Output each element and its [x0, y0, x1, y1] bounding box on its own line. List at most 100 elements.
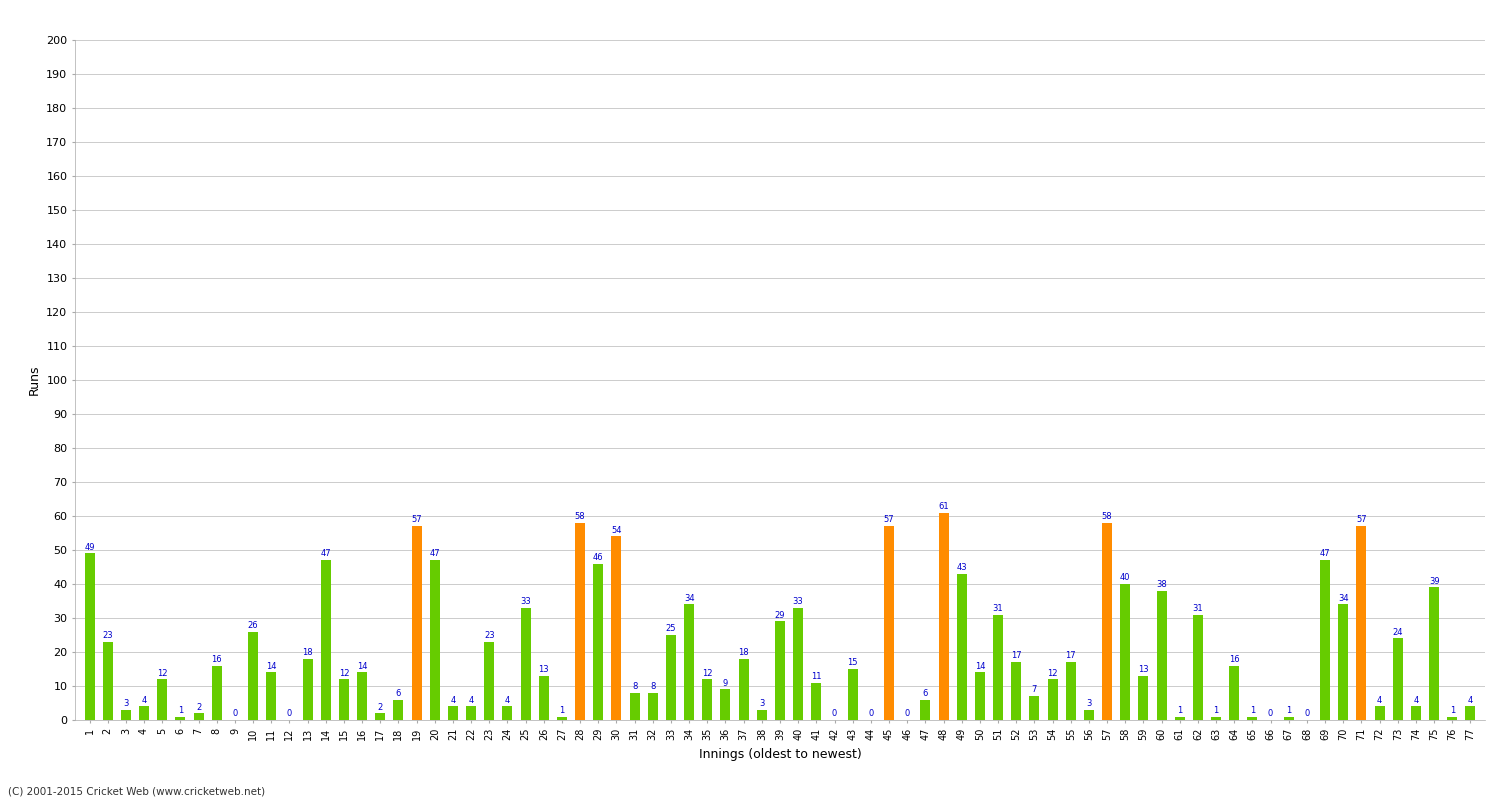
Bar: [393, 699, 404, 720]
Bar: [430, 560, 439, 720]
Bar: [1120, 584, 1130, 720]
Bar: [884, 526, 894, 720]
Bar: [1174, 717, 1185, 720]
Text: 1: 1: [1214, 706, 1218, 715]
Text: (C) 2001-2015 Cricket Web (www.cricketweb.net): (C) 2001-2015 Cricket Web (www.cricketwe…: [8, 786, 264, 796]
Bar: [1102, 523, 1112, 720]
Text: 13: 13: [1138, 665, 1149, 674]
Bar: [612, 536, 621, 720]
Bar: [158, 679, 166, 720]
Bar: [1374, 706, 1384, 720]
Text: 47: 47: [321, 550, 332, 558]
Bar: [321, 560, 330, 720]
Text: 24: 24: [1392, 628, 1402, 637]
Text: 33: 33: [794, 597, 804, 606]
Text: 18: 18: [738, 648, 748, 657]
Text: 8: 8: [650, 682, 656, 691]
Bar: [1156, 590, 1167, 720]
Bar: [776, 622, 784, 720]
Text: 54: 54: [610, 526, 621, 534]
Text: 1: 1: [560, 706, 564, 715]
Bar: [847, 669, 858, 720]
Bar: [1412, 706, 1420, 720]
Text: 46: 46: [592, 553, 603, 562]
Bar: [520, 608, 531, 720]
Text: 0: 0: [868, 710, 873, 718]
Bar: [211, 666, 222, 720]
Text: 13: 13: [538, 665, 549, 674]
Bar: [1065, 662, 1076, 720]
Text: 29: 29: [774, 610, 786, 620]
Text: 16: 16: [211, 655, 222, 664]
Text: 4: 4: [141, 696, 147, 705]
Bar: [357, 672, 368, 720]
Bar: [1084, 710, 1094, 720]
Text: 8: 8: [632, 682, 638, 691]
Bar: [812, 682, 822, 720]
Text: 12: 12: [1047, 669, 1058, 678]
Bar: [648, 693, 658, 720]
Bar: [84, 554, 94, 720]
Text: 1: 1: [1250, 706, 1256, 715]
Text: 4: 4: [1413, 696, 1419, 705]
Text: 23: 23: [102, 631, 112, 640]
Text: 0: 0: [1305, 710, 1310, 718]
Bar: [248, 632, 258, 720]
Bar: [794, 608, 802, 720]
Text: 0: 0: [232, 710, 237, 718]
Text: 14: 14: [266, 662, 276, 670]
Bar: [375, 714, 386, 720]
Text: 34: 34: [684, 594, 694, 602]
Text: 17: 17: [1065, 651, 1076, 661]
Text: 4: 4: [506, 696, 510, 705]
Text: 43: 43: [957, 563, 968, 572]
Text: 3: 3: [123, 699, 129, 708]
Bar: [176, 717, 186, 720]
Bar: [339, 679, 350, 720]
Text: 23: 23: [484, 631, 495, 640]
Bar: [702, 679, 712, 720]
Text: 47: 47: [429, 550, 439, 558]
Text: 3: 3: [1086, 699, 1092, 708]
Bar: [1356, 526, 1366, 720]
Text: 0: 0: [904, 710, 910, 718]
Text: 57: 57: [1356, 515, 1366, 525]
Bar: [1192, 614, 1203, 720]
Text: 31: 31: [1192, 604, 1203, 613]
Bar: [1230, 666, 1239, 720]
Bar: [1029, 696, 1039, 720]
Bar: [1284, 717, 1294, 720]
Text: 4: 4: [468, 696, 474, 705]
Bar: [538, 676, 549, 720]
Text: 4: 4: [1377, 696, 1382, 705]
Text: 57: 57: [411, 515, 422, 525]
Text: 33: 33: [520, 597, 531, 606]
Bar: [122, 710, 130, 720]
Bar: [266, 672, 276, 720]
Text: 2: 2: [196, 702, 201, 711]
Text: 49: 49: [84, 542, 94, 552]
Text: 58: 58: [574, 512, 585, 521]
Text: 4: 4: [1468, 696, 1473, 705]
Bar: [194, 714, 204, 720]
Bar: [1011, 662, 1022, 720]
Bar: [1338, 605, 1348, 720]
Text: 12: 12: [339, 669, 350, 678]
Bar: [411, 526, 422, 720]
Text: 39: 39: [1430, 577, 1440, 586]
Text: 1: 1: [178, 706, 183, 715]
Bar: [630, 693, 639, 720]
Bar: [574, 523, 585, 720]
Bar: [1466, 706, 1476, 720]
Text: 14: 14: [975, 662, 986, 670]
Text: 1: 1: [1178, 706, 1182, 715]
Bar: [448, 706, 458, 720]
Bar: [939, 513, 948, 720]
Text: 47: 47: [1320, 550, 1330, 558]
Text: 12: 12: [158, 669, 168, 678]
Text: 12: 12: [702, 669, 712, 678]
Text: 0: 0: [1268, 710, 1274, 718]
Bar: [921, 699, 930, 720]
Text: 6: 6: [922, 689, 928, 698]
Bar: [993, 614, 1004, 720]
